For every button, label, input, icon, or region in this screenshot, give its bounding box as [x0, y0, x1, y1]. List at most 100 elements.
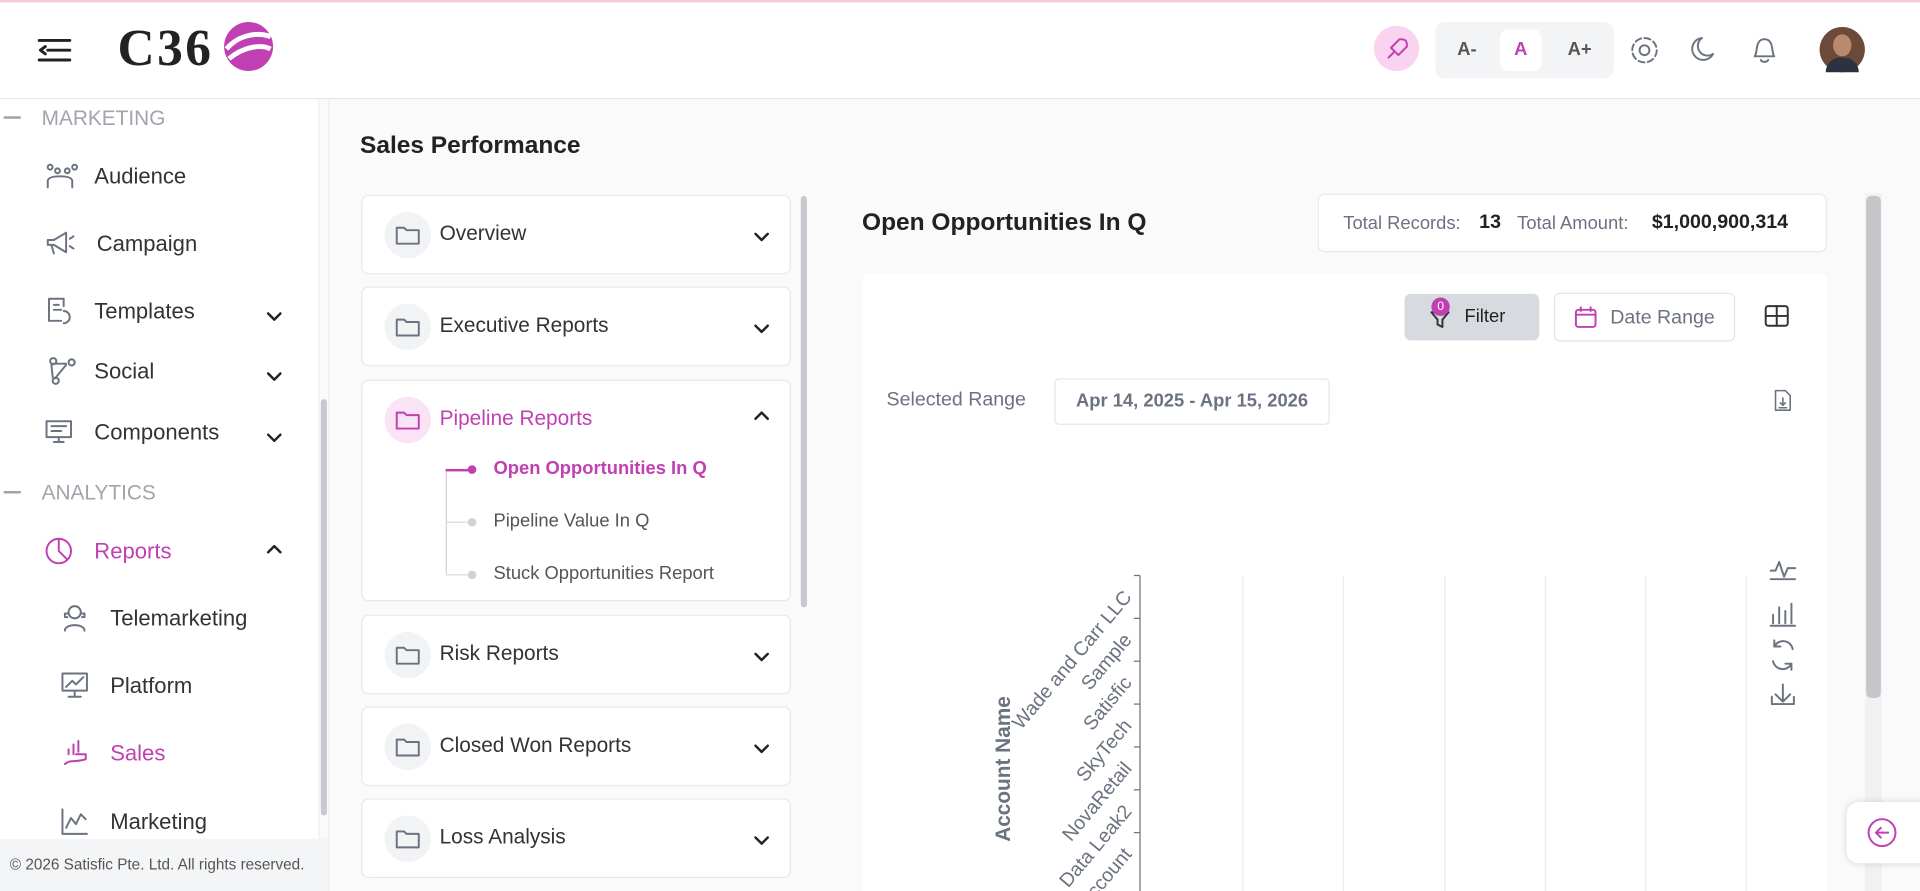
icon-path	[46, 231, 75, 255]
font-increase[interactable]: A+	[1567, 39, 1592, 61]
rocket-button[interactable]	[1373, 25, 1420, 72]
selected-range: Apr 14, 2025 - Apr 15, 2026	[1054, 378, 1330, 425]
folder-path	[395, 646, 420, 665]
sidebar: MARKETING ANALYTICS Reports © 2026 Satis…	[0, 99, 329, 891]
folder-glyph	[395, 646, 420, 665]
date-range-label: Date Range	[1610, 307, 1715, 329]
collapse-button[interactable]	[1846, 802, 1920, 864]
sidebar-scrollbar[interactable]	[320, 399, 327, 816]
tree-branch	[445, 468, 471, 472]
logo[interactable]: C36	[117, 20, 214, 78]
nav-sub-item[interactable]: Platform	[110, 673, 193, 698]
folder-icon	[384, 211, 432, 259]
icon	[63, 739, 87, 766]
nav-item[interactable]: Templates	[94, 298, 195, 324]
menu-icon[interactable]	[37, 37, 72, 66]
chevron-down[interactable]	[753, 650, 770, 662]
totals-box: Total Records: 13 Total Amount: $1,000,9…	[1317, 193, 1827, 253]
nav-item[interactable]: Components	[94, 420, 220, 445]
chart-toolbox	[1769, 561, 1797, 706]
layout-toggle[interactable]	[1764, 305, 1789, 327]
folder-card[interactable]: Closed Won Reports	[361, 706, 792, 787]
chevron-down[interactable]	[266, 370, 283, 382]
export-icon[interactable]	[1774, 389, 1792, 412]
icon	[61, 672, 88, 698]
nav-item[interactable]: Campaign	[96, 231, 198, 256]
nav-sub-item[interactable]: Sales	[110, 740, 166, 766]
chevron-down[interactable]	[266, 431, 283, 443]
folder-name: Overview	[439, 221, 527, 245]
icon	[63, 605, 86, 632]
folder-glyph	[395, 318, 420, 337]
filter-count: 0	[1431, 297, 1450, 316]
report-scrollbar[interactable]	[1866, 195, 1881, 698]
nav-item[interactable]: Social	[94, 358, 155, 384]
chevron-path	[754, 836, 769, 845]
folder-scrollbar[interactable]	[800, 195, 807, 608]
line-view[interactable]	[1769, 561, 1797, 581]
report-link[interactable]: Stuck Opportunities Report	[493, 563, 714, 585]
folder-path	[395, 226, 420, 245]
icon-path	[48, 297, 71, 325]
chevron-up[interactable]	[753, 409, 770, 421]
section-title: MARKETING	[41, 106, 166, 130]
tree-dot	[467, 570, 477, 580]
nav-sub-item[interactable]: Marketing	[110, 809, 207, 834]
restore[interactable]	[1772, 639, 1794, 671]
icon	[61, 808, 88, 835]
settings-icon[interactable]	[1629, 34, 1661, 66]
chevron-down[interactable]	[753, 230, 770, 242]
tree-branch	[445, 521, 471, 523]
folder-name: Pipeline Reports	[439, 406, 593, 430]
theme-icon[interactable]	[1689, 34, 1721, 66]
total-records: 13	[1479, 211, 1501, 233]
date-range-button[interactable]: Date Range	[1553, 292, 1736, 342]
filter-button[interactable]: 0 Filter	[1404, 293, 1540, 341]
font-default[interactable]: A	[1500, 29, 1542, 72]
folder-icon	[384, 631, 432, 679]
chevron-path	[754, 411, 769, 421]
total-amount-label: Total Amount:	[1517, 213, 1629, 234]
folder-card[interactable]: Pipeline Reports Open Opportunities In Q P…	[361, 379, 792, 602]
page-title: Sales Performance	[360, 132, 581, 160]
icon-path	[45, 420, 73, 444]
chevron-path	[754, 324, 769, 334]
folder-card[interactable]: Risk Reports	[361, 614, 792, 695]
bell-icon[interactable]	[1749, 34, 1781, 66]
section-title: ANALYTICS	[41, 481, 156, 505]
nav-item[interactable]: Audience	[94, 164, 187, 189]
avatar[interactable]	[1819, 26, 1865, 73]
chevron-down[interactable]	[753, 834, 770, 846]
folder-glyph	[395, 738, 420, 757]
folder-icon	[384, 723, 432, 771]
font-decrease[interactable]: A-	[1457, 39, 1477, 61]
total-records-label: Total Records:	[1343, 213, 1461, 234]
font-size-group: A- A A+	[1435, 22, 1614, 79]
folder-glyph	[395, 830, 420, 849]
chevron-down[interactable]	[266, 310, 283, 322]
report-link[interactable]: Pipeline Value In Q	[493, 510, 650, 532]
icon	[45, 420, 73, 444]
nav-item[interactable]: Reports	[94, 538, 172, 564]
chart-card: 0 Filter Date Range Selected Range Apr 1…	[863, 274, 1827, 891]
chevron-down[interactable]	[753, 322, 770, 334]
total-amount: $1,000,900,314	[1651, 211, 1789, 233]
chevron-up[interactable]	[266, 542, 283, 554]
report-link[interactable]: Open Opportunities In Q	[493, 457, 707, 479]
chevron-down[interactable]	[753, 742, 770, 754]
header: C36 A- A A+	[0, 2, 1920, 100]
tree-dot	[467, 517, 477, 527]
folder-card[interactable]: Executive Reports	[361, 286, 792, 367]
folder-path	[395, 738, 420, 757]
nav-sub-item[interactable]: Telemarketing	[110, 606, 248, 631]
folder-card[interactable]: Overview	[361, 194, 792, 275]
save-image[interactable]	[1770, 683, 1795, 706]
folder-icon	[384, 303, 432, 351]
icon	[48, 297, 71, 325]
icon-path	[61, 808, 88, 835]
folder-card[interactable]: Loss Analysis	[361, 798, 792, 878]
folder-name: Risk Reports	[439, 641, 559, 665]
bar-view[interactable]	[1769, 602, 1797, 627]
